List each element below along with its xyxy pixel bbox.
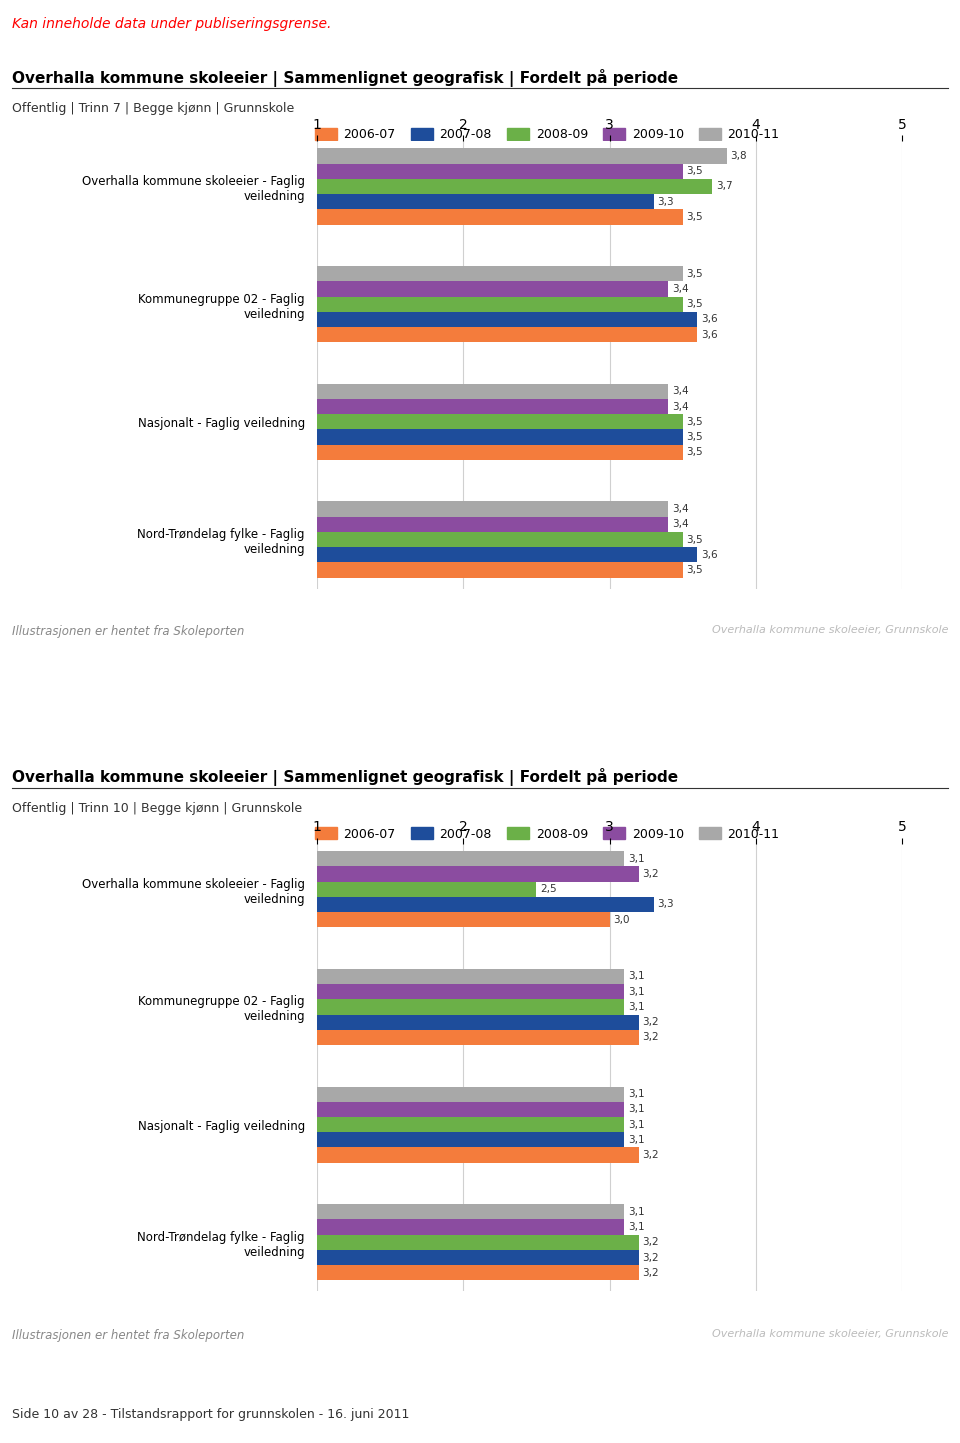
Bar — [317, 296, 683, 312]
Bar — [317, 851, 624, 866]
Text: 3,2: 3,2 — [642, 869, 660, 879]
Bar — [317, 999, 624, 1014]
Text: 3,1: 3,1 — [628, 1206, 644, 1216]
Text: 3,5: 3,5 — [686, 268, 703, 278]
Text: 2,5: 2,5 — [540, 885, 557, 895]
Text: 3,5: 3,5 — [686, 566, 703, 576]
Text: 3,5: 3,5 — [686, 431, 703, 442]
Bar — [317, 517, 668, 532]
Bar — [317, 430, 683, 444]
Bar — [317, 547, 697, 563]
Text: 3,2: 3,2 — [642, 1268, 660, 1278]
Bar — [317, 1117, 624, 1133]
Text: 3,3: 3,3 — [658, 196, 674, 206]
Text: Illustrasjonen er hentet fra Skoleporten: Illustrasjonen er hentet fra Skoleporten — [12, 625, 244, 638]
Legend: 2006-07, 2007-08, 2008-09, 2009-10, 2010-11: 2006-07, 2007-08, 2008-09, 2009-10, 2010… — [310, 123, 784, 146]
Bar — [317, 1235, 639, 1250]
Bar — [317, 281, 668, 296]
Text: 3,1: 3,1 — [628, 1089, 644, 1100]
Text: 3,4: 3,4 — [672, 504, 688, 514]
Text: 3,5: 3,5 — [686, 534, 703, 544]
Text: Side 10 av 28 - Tilstandsrapport for grunnskolen - 16. juni 2011: Side 10 av 28 - Tilstandsrapport for gru… — [12, 1408, 409, 1421]
Text: Offentlig | Trinn 7 | Begge kjønn | Grunnskole: Offentlig | Trinn 7 | Begge kjønn | Grun… — [12, 102, 294, 115]
Text: 3,4: 3,4 — [672, 387, 688, 397]
Bar — [317, 882, 537, 896]
Text: 3,0: 3,0 — [613, 915, 630, 925]
Text: 3,6: 3,6 — [701, 550, 718, 560]
Bar — [317, 1205, 624, 1219]
Bar — [317, 1014, 639, 1030]
Text: 3,2: 3,2 — [642, 1032, 660, 1042]
Text: 3,4: 3,4 — [672, 519, 688, 530]
Text: 3,2: 3,2 — [642, 1237, 660, 1247]
Text: Kan inneholde data under publiseringsgrense.: Kan inneholde data under publiseringsgre… — [12, 17, 331, 32]
Text: 3,4: 3,4 — [672, 284, 688, 294]
Text: Offentlig | Trinn 10 | Begge kjønn | Grunnskole: Offentlig | Trinn 10 | Begge kjønn | Gru… — [12, 802, 301, 815]
Text: Overhalla kommune skoleeier | Sammenlignet geografisk | Fordelt på periode: Overhalla kommune skoleeier | Sammenlign… — [12, 769, 678, 786]
Text: 3,5: 3,5 — [686, 212, 703, 222]
Bar — [317, 563, 683, 577]
Text: 3,1: 3,1 — [628, 854, 644, 864]
Text: 3,1: 3,1 — [628, 971, 644, 981]
Bar — [317, 1147, 639, 1163]
Bar — [317, 1030, 639, 1045]
Text: 3,5: 3,5 — [686, 166, 703, 176]
Text: 3,1: 3,1 — [628, 1134, 644, 1144]
Bar — [317, 444, 683, 460]
Legend: 2006-07, 2007-08, 2008-09, 2009-10, 2010-11: 2006-07, 2007-08, 2008-09, 2009-10, 2010… — [310, 823, 784, 846]
Text: 3,1: 3,1 — [628, 1120, 644, 1130]
Bar — [317, 984, 624, 999]
Bar — [317, 502, 668, 517]
Bar — [317, 532, 683, 547]
Bar — [317, 1219, 624, 1235]
Text: 3,1: 3,1 — [628, 987, 644, 997]
Text: 3,2: 3,2 — [642, 1017, 660, 1027]
Text: 3,1: 3,1 — [628, 1001, 644, 1012]
Bar — [317, 384, 668, 400]
Bar — [317, 1133, 624, 1147]
Text: 3,2: 3,2 — [642, 1150, 660, 1160]
Text: 3,1: 3,1 — [628, 1222, 644, 1232]
Text: 3,2: 3,2 — [642, 1253, 660, 1263]
Bar — [317, 866, 639, 882]
Text: Overhalla kommune skoleeier, Grunnskole: Overhalla kommune skoleeier, Grunnskole — [712, 1329, 948, 1339]
Text: 3,3: 3,3 — [658, 899, 674, 909]
Bar — [317, 896, 654, 912]
Text: 3,1: 3,1 — [628, 1104, 644, 1114]
Bar — [317, 328, 697, 342]
Bar — [317, 414, 683, 430]
Bar — [317, 193, 654, 209]
Bar — [317, 163, 683, 179]
Bar — [317, 968, 624, 984]
Text: Overhalla kommune skoleeier | Sammenlignet geografisk | Fordelt på periode: Overhalla kommune skoleeier | Sammenlign… — [12, 69, 678, 87]
Text: Illustrasjonen er hentet fra Skoleporten: Illustrasjonen er hentet fra Skoleporten — [12, 1329, 244, 1342]
Text: 3,6: 3,6 — [701, 329, 718, 339]
Bar — [317, 912, 610, 928]
Bar — [317, 149, 727, 163]
Bar — [317, 1266, 639, 1280]
Bar — [317, 179, 712, 193]
Text: 3,4: 3,4 — [672, 401, 688, 411]
Bar — [317, 1087, 624, 1102]
Bar — [317, 1250, 639, 1266]
Text: 3,5: 3,5 — [686, 299, 703, 309]
Text: 3,5: 3,5 — [686, 417, 703, 427]
Text: Overhalla kommune skoleeier, Grunnskole: Overhalla kommune skoleeier, Grunnskole — [712, 625, 948, 635]
Bar — [317, 400, 668, 414]
Text: 3,6: 3,6 — [701, 315, 718, 325]
Bar — [317, 266, 683, 281]
Text: 3,5: 3,5 — [686, 447, 703, 457]
Bar — [317, 1102, 624, 1117]
Text: 3,8: 3,8 — [731, 152, 747, 162]
Bar — [317, 209, 683, 225]
Text: 3,7: 3,7 — [716, 182, 732, 192]
Bar — [317, 312, 697, 328]
